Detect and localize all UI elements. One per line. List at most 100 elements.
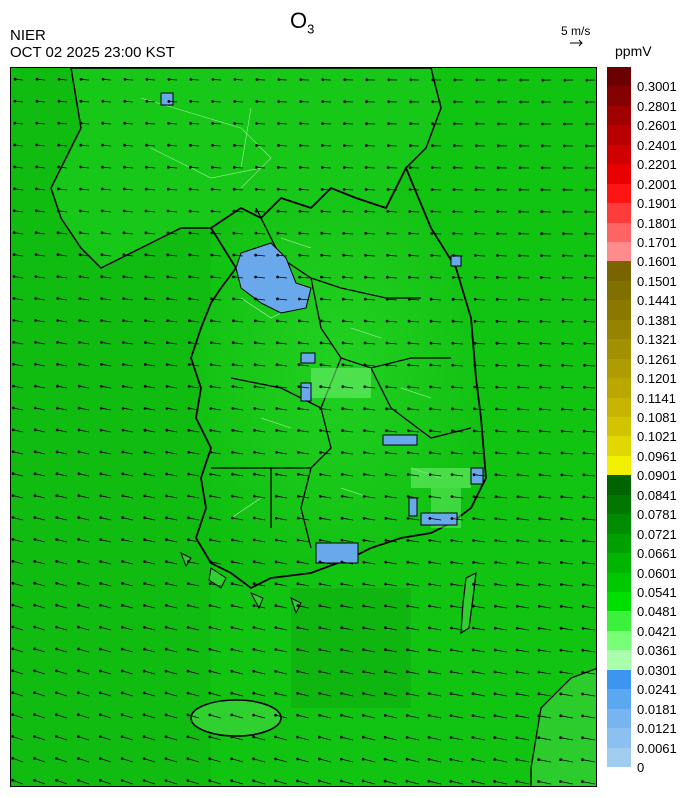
wind-arrow-head (537, 604, 541, 608)
wind-arrow-head (563, 144, 566, 148)
wind-arrow (495, 583, 508, 587)
wind-arrow (429, 605, 442, 609)
wind-arrow (342, 495, 354, 499)
wind-arrow (475, 233, 486, 235)
wind-arrow (450, 759, 464, 763)
wind-arrow (56, 779, 68, 785)
wind-arrow (431, 320, 442, 323)
wind-arrow (166, 451, 178, 455)
wind-arrow (562, 321, 574, 323)
wind-arrow (560, 693, 574, 697)
wind-arrow (232, 583, 244, 587)
wind-arrow-head (100, 275, 104, 279)
wind-arrow-head (450, 429, 454, 433)
wind-arrow (78, 780, 90, 785)
wind-arrow-head (537, 758, 540, 761)
wind-arrow-head (472, 495, 476, 499)
wind-arrow (231, 692, 244, 697)
wind-arrow-head (121, 362, 125, 366)
wind-arrow (408, 452, 420, 455)
wind-arrow (409, 211, 420, 213)
wind-arrow-head (121, 538, 124, 542)
wind-arrow-head (582, 539, 585, 543)
wind-arrow-head (474, 210, 478, 214)
wind-arrow (429, 693, 442, 697)
wind-arrow-head (581, 626, 585, 630)
wind-arrow-head (252, 516, 256, 520)
wind-arrow (473, 583, 486, 587)
wind-arrow-head (120, 647, 124, 651)
wind-arrow (253, 714, 266, 719)
wind-arrow (188, 648, 200, 653)
wind-arrow-head (494, 582, 497, 586)
wind-arrow (34, 561, 46, 565)
wind-arrow (473, 540, 486, 543)
wind-arrow-head (516, 495, 520, 499)
wind-arrow (100, 670, 112, 675)
wind-arrow-head (143, 406, 147, 410)
wind-arrow (187, 670, 200, 675)
wind-arrow (276, 430, 288, 433)
wind-arrow (387, 233, 398, 235)
wind-arrow (57, 320, 68, 323)
wind-arrow-head (584, 210, 588, 214)
wind-arrow-head (121, 560, 124, 563)
wind-arrow-head (208, 735, 212, 739)
wind-arrow-head (541, 144, 544, 148)
wind-arrow (363, 671, 376, 675)
wind-arrow (320, 495, 332, 499)
wind-arrow-head (472, 538, 476, 542)
wind-arrow-head (13, 121, 17, 125)
wind-arrow-head (296, 626, 300, 629)
wind-arrow (496, 320, 508, 323)
wind-arrow-head (539, 385, 542, 389)
wind-arrow-head (540, 166, 544, 170)
wind-arrow-head (474, 232, 478, 235)
wind-arrow-head (495, 319, 499, 323)
wind-arrow-head (318, 538, 322, 542)
wind-arrow-head (585, 122, 588, 126)
wind-arrow-head (252, 713, 256, 717)
wind-arrow (187, 780, 200, 785)
wind-arrow (209, 736, 222, 741)
wind-arrow (209, 670, 222, 675)
wind-arrow-head (123, 165, 126, 169)
wind-arrow (277, 210, 288, 213)
wind-arrow-head (538, 583, 541, 586)
wind-arrow (516, 693, 530, 697)
wind-arrow (495, 605, 508, 609)
wind-arrow-head (209, 319, 213, 323)
wind-arrow-head (253, 450, 257, 454)
wind-arrow (275, 780, 288, 785)
wind-arrow-head (164, 560, 168, 564)
wind-arrow-head (428, 451, 432, 455)
wind-arrow-head (494, 539, 498, 542)
wind-arrow-head (474, 166, 478, 170)
wind-arrow (320, 386, 332, 389)
wind-arrow (275, 649, 288, 653)
wind-arrow-head (385, 341, 389, 345)
wind-arrow-head (98, 757, 102, 760)
wind-arrow (386, 364, 398, 367)
wind-arrow (319, 758, 332, 763)
wind-arrow (322, 167, 332, 169)
wind-arrow (496, 342, 508, 345)
wind-arrow-head (144, 231, 148, 235)
wind-arrow (475, 320, 486, 323)
wind-arrow-head (362, 582, 366, 586)
wind-arrow (166, 473, 178, 477)
colorbar-segment (607, 144, 631, 165)
wind-arrow-head (560, 473, 564, 477)
wind-arrow (583, 518, 596, 521)
wind-arrow-head (539, 298, 543, 301)
wind-arrow-head (340, 494, 344, 498)
colorbar-segment (607, 300, 631, 321)
wind-arrow-head (496, 232, 500, 236)
wind-arrow (297, 780, 310, 785)
wind-arrow-head (561, 385, 564, 389)
wind-arrow-head (384, 451, 388, 455)
wind-arrow (233, 342, 244, 345)
wind-arrow (14, 232, 24, 235)
wind-arrow-head (33, 647, 37, 651)
wind-arrow (146, 210, 156, 213)
